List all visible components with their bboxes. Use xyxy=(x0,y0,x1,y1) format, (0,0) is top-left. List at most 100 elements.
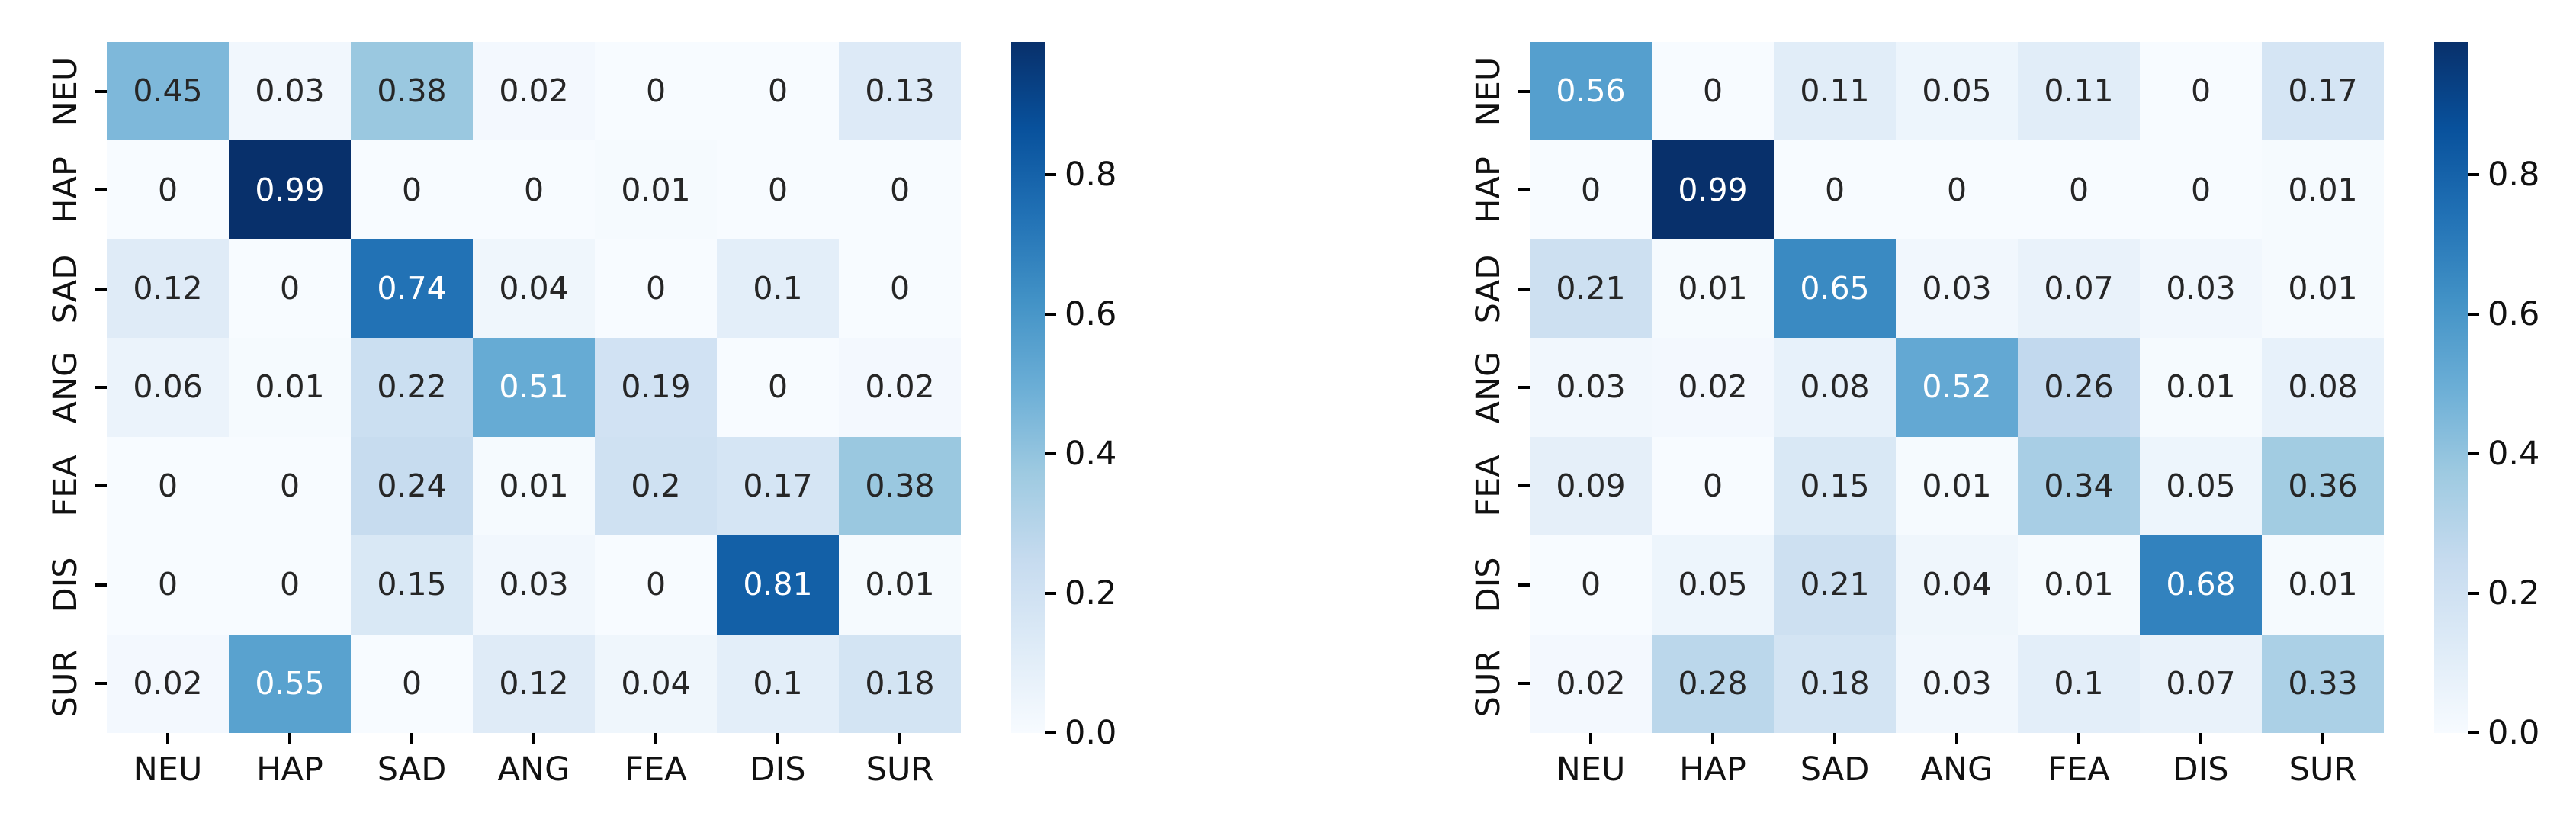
y-tick xyxy=(1518,188,1530,192)
y-tick xyxy=(95,188,107,192)
heatmap-cell: 0.08 xyxy=(1774,338,1896,437)
x-tick-label-fea: FEA xyxy=(625,750,687,789)
y-tick-label-hap: HAP xyxy=(1469,156,1508,223)
x-tick-label-neu: NEU xyxy=(1556,750,1626,789)
cell-value: 0.24 xyxy=(377,467,447,504)
colorbar-tick-label: 0.8 xyxy=(2488,155,2540,194)
colorbar-tick xyxy=(1045,172,1056,176)
heatmap-cell: 0.01 xyxy=(2262,140,2384,239)
colorbar-tick-label: 0.6 xyxy=(1065,294,1117,333)
heatmap-cell: 0.04 xyxy=(1896,535,2018,635)
cell-value: 0 xyxy=(523,171,544,208)
heatmap-cell: 0 xyxy=(229,436,351,536)
x-tick xyxy=(1955,733,1958,744)
cell-value: 0 xyxy=(1824,171,1845,208)
cell-value: 0.1 xyxy=(753,270,803,307)
heatmap-cell: 0.07 xyxy=(2140,634,2262,733)
cell-value: 0.13 xyxy=(865,72,935,110)
heatmap-cell: 0.01 xyxy=(2018,535,2140,635)
heatmap-cell: 0 xyxy=(2018,140,2140,239)
heatmap-cell: 0.81 xyxy=(717,535,839,635)
heatmap-cell: 0.03 xyxy=(1530,338,1652,437)
cell-value: 0.33 xyxy=(2288,664,2358,702)
x-tick xyxy=(654,733,657,744)
y-tick-label-ang: ANG xyxy=(1469,351,1508,424)
heatmap-cell: 0 xyxy=(107,436,229,536)
cell-value: 0.15 xyxy=(377,566,447,603)
heatmap-cell: 0 xyxy=(1896,140,2018,239)
cell-value: 0.1 xyxy=(753,664,803,702)
heatmap-cell: 0.01 xyxy=(2262,239,2384,339)
heatmap-cell: 0 xyxy=(595,42,717,141)
cell-value: 0.07 xyxy=(2044,270,2114,307)
x-tick-label-sad: SAD xyxy=(1800,750,1870,789)
heatmap-cell: 0 xyxy=(473,140,595,239)
cell-value: 0.21 xyxy=(1800,566,1870,603)
heatmap-cell: 0 xyxy=(839,140,961,239)
x-tick xyxy=(1833,733,1836,744)
cell-value: 0.01 xyxy=(1922,467,1992,504)
heatmap-cell: 0 xyxy=(1652,436,1774,536)
heatmap-cell: 0 xyxy=(229,239,351,339)
colorbar-tick xyxy=(1045,731,1056,734)
cell-value: 0.01 xyxy=(865,566,935,603)
cell-value: 0 xyxy=(401,664,422,702)
y-tick-label-neu: NEU xyxy=(47,56,85,127)
y-tick xyxy=(95,89,107,93)
heatmap-cell: 0.17 xyxy=(717,436,839,536)
cell-value: 0.01 xyxy=(255,368,325,406)
cell-value: 0.03 xyxy=(1556,368,1626,406)
heatmap-cell: 0.56 xyxy=(1530,42,1652,141)
heatmap-cell: 0 xyxy=(1530,535,1652,635)
cell-value: 0 xyxy=(157,566,178,603)
colorbar-tick xyxy=(2468,452,2479,455)
cell-value: 0.81 xyxy=(743,566,813,603)
cell-value: 0.03 xyxy=(255,72,325,110)
heatmap-cell: 0.08 xyxy=(2262,338,2384,437)
cell-value: 0.52 xyxy=(1922,368,1992,406)
cell-value: 0.21 xyxy=(1556,270,1626,307)
heatmap-cell: 0 xyxy=(1652,42,1774,141)
heatmap-cell: 0.51 xyxy=(473,338,595,437)
y-tick xyxy=(95,287,107,291)
cell-value: 0.2 xyxy=(631,467,681,504)
heatmap-cell: 0.07 xyxy=(2018,239,2140,339)
cell-value: 0.1 xyxy=(2054,664,2104,702)
heatmap-cell: 0.74 xyxy=(351,239,473,339)
cell-value: 0.17 xyxy=(2288,72,2358,110)
cell-value: 0.01 xyxy=(1678,270,1748,307)
cell-value: 0 xyxy=(157,467,178,504)
colorbar-tick xyxy=(1045,452,1056,455)
cell-value: 0.28 xyxy=(1678,664,1748,702)
cell-value: 0.03 xyxy=(1922,664,1992,702)
cell-value: 0 xyxy=(1946,171,1967,208)
cell-value: 0 xyxy=(645,270,666,307)
heatmap-cell: 0.33 xyxy=(2262,634,2384,733)
y-tick-label-dis: DIS xyxy=(1469,557,1508,613)
cell-value: 0.09 xyxy=(1556,467,1626,504)
cell-value: 0 xyxy=(645,72,666,110)
cell-value: 0 xyxy=(889,171,911,208)
colorbar-tick-label: 0.8 xyxy=(1065,155,1117,194)
colorbar-tick xyxy=(2468,312,2479,316)
heatmap-cell: 0.36 xyxy=(2262,436,2384,536)
cell-value: 0 xyxy=(279,467,300,504)
cell-value: 0.17 xyxy=(743,467,813,504)
cell-value: 0.68 xyxy=(2166,566,2236,603)
cell-value: 0.04 xyxy=(499,270,569,307)
heatmap-cell: 0.1 xyxy=(2018,634,2140,733)
colorbar-tick-label: 0.0 xyxy=(2488,714,2540,752)
y-tick-label-fea: FEA xyxy=(47,455,85,518)
heatmap-cell: 0.12 xyxy=(107,239,229,339)
colorbar-tick xyxy=(2468,731,2479,734)
cell-value: 0.18 xyxy=(865,664,935,702)
colorbar-tick xyxy=(2468,172,2479,176)
heatmap-cell: 0.15 xyxy=(1774,436,1896,536)
colorbar-tick-label: 0.0 xyxy=(1065,714,1117,752)
heatmap-cell: 0.18 xyxy=(1774,634,1896,733)
heatmap-cell: 0.01 xyxy=(839,535,961,635)
heatmap-confusion-matrix-left: 0.45 0.03 0.38 0.02 0 0 0.13 0 0.99 0 0 0.01 0 0 0.12 0… xyxy=(107,42,961,733)
cell-value: 0.03 xyxy=(499,566,569,603)
cell-value: 0 xyxy=(1580,171,1601,208)
cell-value: 0.01 xyxy=(2288,566,2358,603)
